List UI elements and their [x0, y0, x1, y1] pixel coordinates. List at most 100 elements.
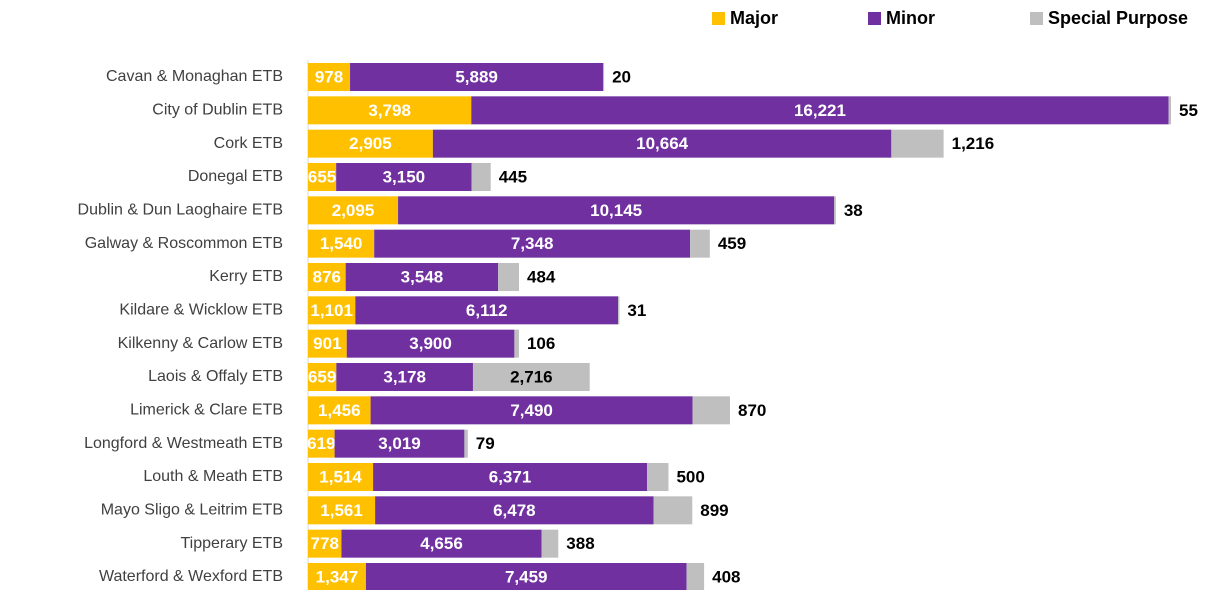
bar-segment [308, 296, 356, 325]
data-label: 6,371 [489, 467, 532, 486]
data-label: 106 [527, 334, 555, 353]
category-label: Mayo Sligo & Leitrim ETB [101, 502, 283, 519]
bar-segment [308, 263, 346, 291]
bar-segment [646, 463, 669, 491]
data-label: 10,664 [636, 134, 689, 153]
data-label: 79 [476, 434, 495, 453]
data-label: 388 [566, 534, 594, 553]
category-label: Tipperary ETB [180, 535, 283, 552]
data-label: 55 [1179, 101, 1198, 120]
category-label: Cavan & Monaghan ETB [106, 68, 283, 85]
bar-segment [308, 563, 366, 590]
category-label: Galway & Roscommon ETB [85, 235, 283, 252]
bar-segment [308, 63, 351, 91]
data-label: 659 [308, 367, 336, 386]
bar-segment [308, 196, 399, 225]
data-label: 1,514 [319, 467, 362, 486]
category-label: Dublin & Dun Laoghaire ETB [78, 202, 283, 219]
bar-segment [432, 129, 892, 158]
category-label: Limerick & Clare ETB [130, 402, 283, 419]
data-label: 1,101 [310, 301, 353, 320]
bar-segment [350, 63, 604, 91]
data-label: 31 [627, 301, 646, 320]
category-label: Kildare & Wicklow ETB [119, 302, 283, 319]
data-label: 1,216 [952, 134, 995, 153]
bar-segment [514, 329, 519, 358]
data-label: 978 [315, 67, 343, 86]
category-label: Laois & Offaly ETB [148, 368, 283, 385]
data-label: 16,221 [794, 101, 846, 120]
bar-segment [891, 129, 944, 158]
data-label: 2,095 [332, 201, 375, 220]
bar-segment [308, 529, 342, 558]
category-label: Louth & Meath ETB [143, 468, 283, 485]
data-label: 500 [676, 467, 704, 486]
category-label: Waterford & Wexford ETB [99, 568, 283, 585]
data-label: 778 [311, 534, 339, 553]
bar-segment [373, 463, 647, 491]
bar-segment [375, 496, 654, 525]
category-label: Donegal ETB [188, 168, 283, 185]
bar-segment [336, 363, 473, 391]
data-label: 2,905 [349, 134, 392, 153]
bar-segment [308, 429, 335, 458]
data-label: 20 [612, 67, 631, 86]
bar-segment [472, 363, 590, 391]
data-label: 655 [308, 167, 336, 186]
data-label: 3,900 [409, 334, 452, 353]
legend-label: Special Purpose [1048, 8, 1188, 28]
bar-segment [398, 196, 835, 225]
data-label: 1,540 [320, 234, 363, 253]
bar-segment [334, 429, 465, 458]
data-label: 899 [700, 501, 728, 520]
bar-segment [498, 263, 519, 291]
data-label: 619 [307, 434, 335, 453]
bar-segment [308, 463, 374, 491]
data-label: 445 [499, 167, 527, 186]
bar-segment [308, 496, 376, 525]
bar-segment [653, 496, 693, 525]
bar-segment [355, 296, 619, 325]
data-label: 484 [527, 267, 556, 286]
data-label: 2,716 [510, 367, 553, 386]
bar-segment [345, 263, 499, 291]
legend-label: Major [730, 8, 778, 28]
bar-segment [308, 363, 337, 391]
bar-segment [686, 563, 705, 590]
data-label: 7,490 [510, 401, 553, 420]
bar-segment [1168, 96, 1171, 125]
data-label: 408 [712, 567, 740, 586]
data-label: 3,019 [378, 434, 421, 453]
data-label: 7,348 [511, 234, 554, 253]
data-label: 1,561 [320, 501, 363, 520]
data-label: 876 [313, 267, 341, 286]
bar-segment [308, 229, 375, 258]
bar-segment [692, 396, 730, 425]
bar-segment [341, 529, 542, 558]
bar-segment [308, 96, 472, 125]
data-label: 6,478 [493, 501, 536, 520]
bar-segment [374, 229, 691, 258]
data-label: 7,459 [505, 567, 548, 586]
legend-swatch [1030, 12, 1043, 25]
data-label: 5,889 [455, 67, 498, 86]
bar-segment [346, 329, 515, 358]
data-label: 1,347 [316, 567, 359, 586]
data-label: 3,150 [383, 167, 426, 186]
bar-segment [471, 163, 491, 191]
bar-segment [464, 429, 468, 458]
category-label: Kerry ETB [209, 268, 283, 285]
legend-swatch [712, 12, 725, 25]
data-label: 38 [844, 201, 863, 220]
data-label: 459 [718, 234, 746, 253]
data-label: 6,112 [466, 301, 508, 320]
bar-segment [308, 163, 337, 191]
data-label: 901 [313, 334, 341, 353]
bar-segment [365, 563, 687, 590]
category-label: Cork ETB [214, 135, 283, 152]
bar-segment [471, 96, 1169, 125]
bar-segment [690, 229, 710, 258]
data-label: 10,145 [590, 201, 642, 220]
data-label: 3,798 [368, 101, 411, 120]
